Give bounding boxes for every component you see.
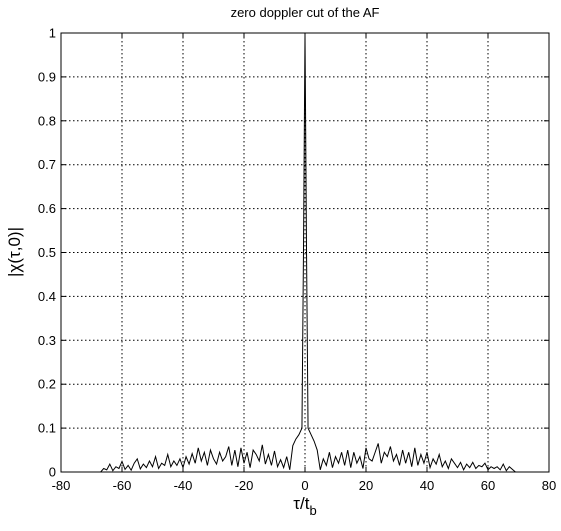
y-tick-label: 0.7 [38, 157, 56, 172]
x-tick-label: 80 [542, 478, 556, 493]
x-tick-label: 60 [481, 478, 495, 493]
x-axis-label: τ/tb [293, 494, 316, 518]
y-tick-label: 0.4 [38, 289, 56, 304]
y-tick-label: 0.8 [38, 113, 56, 128]
x-axis-label-main: τ/t [293, 494, 309, 513]
series-layer [94, 32, 516, 473]
x-tick-label: -60 [113, 478, 132, 493]
y-tick-label: 0.2 [38, 377, 56, 392]
y-axis-label: |χ(τ,0)| [5, 227, 24, 277]
y-tick-label: 0 [49, 465, 56, 480]
y-tick-label: 1 [49, 26, 56, 41]
y-tick-label: 0.5 [38, 245, 56, 260]
ticks-layer: -80 -60 -40 -20 0 20 40 60 80 0 0.1 0.2 0.3 0.4 0.5 0.6… [38, 26, 556, 494]
chart-title: zero doppler cut of the AF [231, 5, 380, 20]
x-axis-label-subscript: b [309, 503, 316, 518]
y-tick-label: 0.6 [38, 201, 56, 216]
x-tick-label: 40 [420, 478, 434, 493]
x-tick-label: -80 [52, 478, 71, 493]
series-line [94, 32, 516, 473]
y-tick-label: 0.3 [38, 333, 56, 348]
x-tick-label: -40 [174, 478, 193, 493]
x-tick-label: 0 [301, 478, 308, 493]
grid-layer [61, 33, 549, 472]
y-tick-label: 0.1 [38, 421, 56, 436]
x-tick-label: 20 [359, 478, 373, 493]
x-tick-label: -20 [235, 478, 254, 493]
y-tick-label: 0.9 [38, 69, 56, 84]
